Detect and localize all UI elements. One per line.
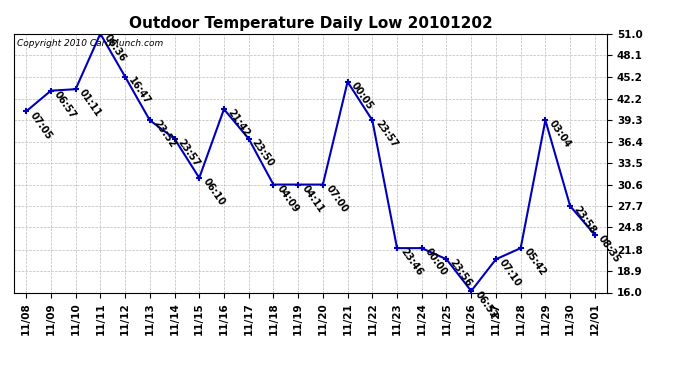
Text: 04:09: 04:09 <box>275 183 301 214</box>
Text: 07:10: 07:10 <box>497 258 523 289</box>
Text: 07:00: 07:00 <box>324 183 351 214</box>
Text: 00:00: 00:00 <box>423 247 449 278</box>
Text: 06:36: 06:36 <box>101 32 128 63</box>
Text: 04:11: 04:11 <box>299 183 326 214</box>
Text: 23:56: 23:56 <box>448 258 474 289</box>
Text: 06:10: 06:10 <box>201 177 226 208</box>
Text: 23:46: 23:46 <box>398 247 424 278</box>
Text: 05:42: 05:42 <box>522 247 548 278</box>
Text: 23:58: 23:58 <box>571 205 598 236</box>
Text: 06:53: 06:53 <box>473 290 499 321</box>
Title: Outdoor Temperature Daily Low 20101202: Outdoor Temperature Daily Low 20101202 <box>128 16 493 31</box>
Text: 08:35: 08:35 <box>596 234 622 265</box>
Text: 23:57: 23:57 <box>374 119 400 150</box>
Text: 06:57: 06:57 <box>52 89 78 120</box>
Text: 21:42: 21:42 <box>226 108 251 139</box>
Text: 03:04: 03:04 <box>546 119 573 150</box>
Text: 07:05: 07:05 <box>28 110 54 141</box>
Text: 23:57: 23:57 <box>176 137 202 168</box>
Text: 01:11: 01:11 <box>77 88 103 119</box>
Text: 23:50: 23:50 <box>250 137 276 168</box>
Text: Copyright 2010 CardMunch.com: Copyright 2010 CardMunch.com <box>17 39 163 48</box>
Text: 16:47: 16:47 <box>126 75 152 106</box>
Text: 23:52: 23:52 <box>151 119 177 150</box>
Text: 00:05: 00:05 <box>349 80 375 111</box>
